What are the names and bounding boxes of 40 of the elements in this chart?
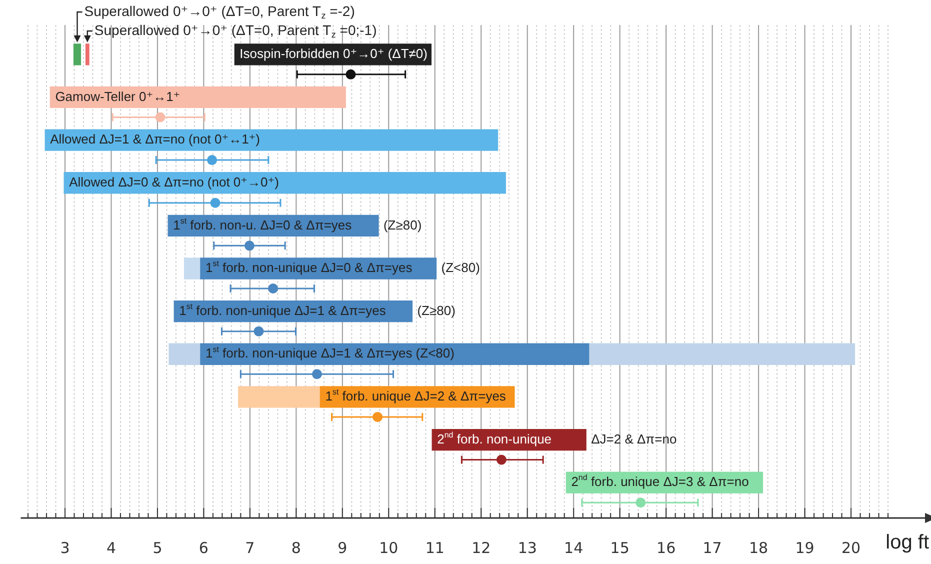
- x-tick-label: 13: [518, 538, 537, 557]
- x-tick-label: 8: [291, 538, 301, 557]
- x-tick-label: 15: [610, 538, 630, 557]
- x-tick-label: 12: [472, 538, 491, 557]
- point: [254, 326, 264, 336]
- bar: [588, 343, 856, 365]
- x-tick-label: 17: [702, 538, 722, 557]
- bar: [44, 129, 498, 151]
- point: [155, 112, 166, 122]
- point: [244, 240, 254, 251]
- x-tick-label: 18: [749, 538, 768, 557]
- x-axis-title: log ft: [886, 532, 930, 554]
- point: [496, 454, 506, 465]
- point: [636, 498, 646, 508]
- x-tick-label: 7: [245, 538, 255, 557]
- x-tick-label: 6: [198, 538, 208, 557]
- y-tick-label: Gamow-Teller 0⁺↔1⁺: [55, 88, 180, 104]
- y-tick-label: Isospin-forbidden 0⁺→0⁺ (ΔT≠0): [240, 46, 428, 61]
- x-tick-label: 3: [60, 538, 70, 557]
- x-tick-label: 14: [564, 538, 584, 557]
- bar: [184, 258, 201, 280]
- point: [312, 369, 322, 380]
- x-tick-label: 5: [152, 538, 162, 557]
- bar: [238, 386, 321, 408]
- point: [210, 198, 220, 208]
- x-tick-label: 19: [795, 538, 814, 557]
- y-tick-label: Allowed ΔJ=0 & Δπ=no (not 0⁺→0⁺): [69, 174, 279, 190]
- x-tick-label: 20: [841, 538, 861, 557]
- bar: [64, 172, 506, 194]
- x-tick-label: 11: [425, 538, 444, 557]
- x-tick-label: 9: [338, 538, 348, 557]
- y-tick-label: Allowed ΔJ=1 & Δπ=no (not 0⁺↔1⁺): [50, 132, 260, 147]
- point: [268, 284, 278, 294]
- point: [346, 69, 356, 80]
- x-tick-label: 16: [656, 538, 676, 557]
- x-tick-label: 4: [106, 538, 116, 557]
- bar: [50, 86, 346, 108]
- x-tick-label: 10: [379, 538, 398, 557]
- point: [372, 412, 383, 422]
- point: [207, 155, 218, 166]
